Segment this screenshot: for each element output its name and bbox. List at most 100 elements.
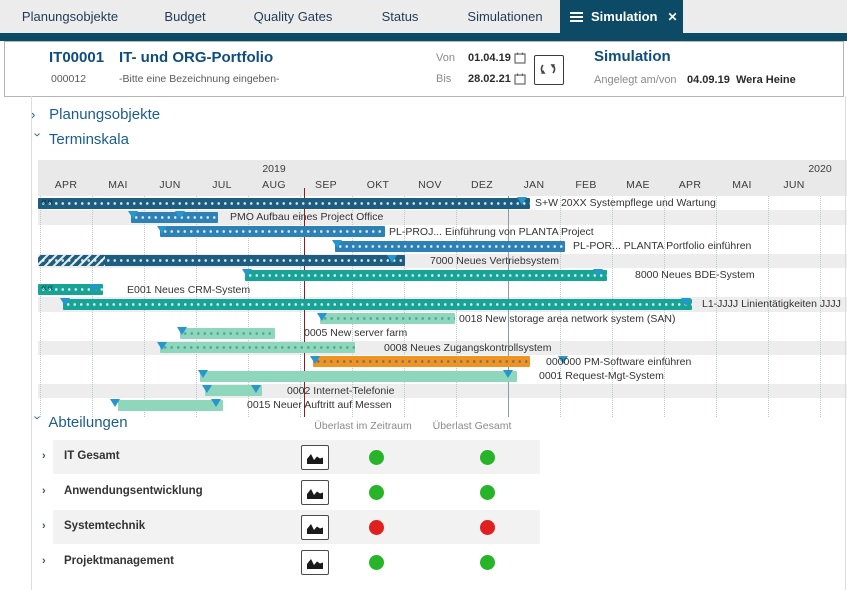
schedule-marker-icon xyxy=(557,355,568,364)
department-name: IT Gesamt xyxy=(64,450,120,462)
tab-simulationen[interactable]: Simulationen xyxy=(467,9,543,24)
schedule-marker-icon xyxy=(174,211,185,220)
section-terminskala[interactable]: › Terminskala xyxy=(31,131,129,148)
bar-hatch-pattern xyxy=(38,255,105,267)
tab-simulation-active[interactable]: Simulation ✕ xyxy=(560,0,683,33)
schedule-marker-icon xyxy=(109,399,120,408)
created-date: 04.09.19 xyxy=(687,74,730,86)
gantt-bar[interactable] xyxy=(38,255,405,267)
month-label: AUG xyxy=(262,179,286,191)
schedule-marker-icon xyxy=(156,341,167,350)
section-abteilungen[interactable]: › Abteilungen xyxy=(31,414,128,431)
gantt-bar[interactable] xyxy=(335,240,565,252)
left-panel-border xyxy=(31,96,32,590)
hamburger-icon[interactable] xyxy=(570,10,583,24)
section-label: Planungsobjekte xyxy=(49,106,161,123)
schedule-marker-icon xyxy=(176,327,187,336)
column-header-ueberlast-zeitraum: Überlast im Zeitraum xyxy=(314,420,412,432)
gantt-chart: 2019 2020 APR MAI JUN JUL AUG SEP OKT NOV DEZ JAN FE… xyxy=(38,160,847,422)
section-planungsobjekte[interactable]: › Planungsobjekte xyxy=(31,106,160,123)
gantt-bar-label: 0008 Neues Zugangskontrollsystem xyxy=(384,341,552,354)
tab-quality-gates[interactable]: Quality Gates xyxy=(253,9,333,24)
month-label: APR xyxy=(54,179,78,191)
calendar-icon[interactable] xyxy=(514,72,526,90)
gantt-bar[interactable]: «« xyxy=(38,195,530,209)
gantt-bar[interactable] xyxy=(320,313,455,325)
gantt-bar-label: 7000 Neues Vertriebsystem xyxy=(430,254,559,267)
section-label: Terminskala xyxy=(48,131,129,148)
histogram-button[interactable] xyxy=(301,515,329,540)
gantt-bar[interactable] xyxy=(205,385,262,397)
schedule-marker-icon xyxy=(197,370,208,379)
tab-planungsobjekte[interactable]: Planungsobjekte xyxy=(21,9,119,24)
department-row[interactable]: › IT Gesamt xyxy=(42,440,540,474)
column-header-ueberlast-gesamt: Überlast Gesamt xyxy=(432,420,512,432)
gantt-bar[interactable] xyxy=(118,399,223,411)
month-label: APR xyxy=(678,179,702,191)
gantt-bar[interactable] xyxy=(200,370,517,382)
month-label: OKT xyxy=(366,179,390,191)
status-dot-zeitraum xyxy=(369,450,384,465)
refresh-button[interactable] xyxy=(534,55,564,85)
department-row[interactable]: › Systemtechnik xyxy=(42,510,540,544)
gantt-row-stripe xyxy=(38,383,847,399)
tab-status[interactable]: Status xyxy=(381,9,419,24)
gantt-bar-label: 0018 New storage area network system (SA… xyxy=(459,312,676,325)
chevron-right-icon[interactable]: › xyxy=(42,450,46,462)
chevron-right-icon[interactable]: › xyxy=(42,485,46,497)
calendar-icon[interactable] xyxy=(514,51,526,69)
month-label: MAI xyxy=(108,179,128,191)
schedule-marker-icon xyxy=(89,283,100,292)
close-icon[interactable]: ✕ xyxy=(667,9,678,24)
month-gridline xyxy=(768,196,769,417)
chevron-down-icon[interactable]: › xyxy=(30,132,46,137)
right-panel-border xyxy=(845,96,846,590)
gantt-bar[interactable] xyxy=(180,327,275,339)
schedule-marker-icon xyxy=(316,312,327,321)
chevron-right-icon[interactable]: › xyxy=(42,555,46,567)
bis-value[interactable]: 28.02.21 xyxy=(468,73,511,85)
histogram-button[interactable] xyxy=(301,445,329,470)
status-dot-zeitraum xyxy=(369,520,384,535)
von-value[interactable]: 01.04.19 xyxy=(468,52,511,64)
status-dot-zeitraum xyxy=(369,555,384,570)
department-name: Systemtechnik xyxy=(64,520,146,532)
simulation-title: Simulation xyxy=(594,48,671,65)
gantt-row-stripe xyxy=(38,210,847,225)
portfolio-subtitle[interactable]: -Bitte eine Bezeichnung eingeben- xyxy=(119,73,280,85)
gantt-bar[interactable] xyxy=(245,269,607,281)
gantt-bar-label: L1-JJJJ Linientätigkeiten JJJJ xyxy=(702,298,841,311)
portfolio-id-sub: 000012 xyxy=(51,73,87,85)
section-label: Abteilungen xyxy=(48,414,128,431)
schedule-marker-icon xyxy=(386,254,397,263)
gantt-bar[interactable]: «« xyxy=(38,282,103,296)
schedule-marker-icon xyxy=(156,225,167,234)
chevron-right-icon[interactable]: › xyxy=(42,520,46,532)
gantt-bar[interactable] xyxy=(160,342,355,353)
histogram-button[interactable] xyxy=(301,480,329,505)
chevron-down-icon[interactable]: › xyxy=(30,415,46,420)
gantt-bar[interactable] xyxy=(160,226,385,238)
month-label: JAN xyxy=(523,179,545,191)
gantt-bar-label: 0001 Request-Mgt-System xyxy=(539,370,664,383)
gantt-bar[interactable] xyxy=(313,356,530,368)
continues-left-icon: «« xyxy=(41,195,54,208)
schedule-marker-icon xyxy=(516,197,527,205)
tab-budget[interactable]: Budget xyxy=(164,9,206,24)
von-label: Von xyxy=(436,52,455,64)
chevron-right-icon[interactable]: › xyxy=(31,107,36,122)
top-navigation: Planungsobjekte Budget Quality Gates Status… xyxy=(0,0,847,33)
continues-left-icon: «« xyxy=(41,282,54,295)
schedule-marker-icon xyxy=(201,384,212,393)
gantt-bar[interactable] xyxy=(63,298,692,310)
gantt-bar-label: PL-PROJ... Einführung von PLANTA Project xyxy=(389,225,594,238)
schedule-marker-icon xyxy=(309,355,320,364)
year-label-2020: 2020 xyxy=(808,163,832,175)
department-row[interactable]: › Projektmanagement xyxy=(42,545,540,579)
gantt-bar-label: 0015 Neuer Auftritt auf Messen xyxy=(247,399,392,412)
portfolio-title: IT- und ORG-Portfolio xyxy=(119,49,274,66)
month-gridline xyxy=(820,196,821,417)
histogram-button[interactable] xyxy=(301,550,329,575)
department-row[interactable]: › Anwendungsentwicklung xyxy=(42,475,540,509)
created-label: Angelegt am/von xyxy=(594,74,677,86)
